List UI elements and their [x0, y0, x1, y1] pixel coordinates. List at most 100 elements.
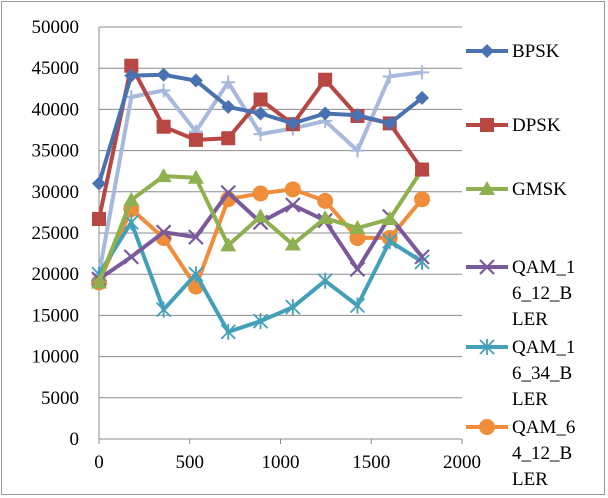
data-point [414, 249, 430, 265]
data-point [124, 68, 139, 83]
legend-label: 6_34_B [512, 363, 572, 384]
data-point [188, 229, 204, 245]
legend-label: QAM_1 [512, 257, 575, 278]
series-gmsk [91, 161, 431, 289]
legend-label: QAM_6 [512, 417, 575, 438]
x-tick-label: 2000 [443, 452, 481, 473]
y-tick-label: 10000 [32, 347, 80, 368]
data-point [285, 299, 301, 316]
data-point [382, 233, 398, 250]
data-point [124, 58, 139, 73]
data-point [155, 224, 172, 240]
legend-label: LER [512, 389, 548, 410]
data-point [123, 214, 139, 231]
data-point [415, 162, 430, 177]
data-point [284, 236, 301, 251]
data-point [156, 119, 171, 134]
data-point [317, 272, 333, 289]
y-tick-label: 25000 [32, 223, 80, 244]
legend-label: 4_12_B [512, 443, 572, 464]
y-tick-label: 30000 [32, 182, 80, 203]
data-point [318, 106, 333, 121]
y-tick-label: 45000 [32, 58, 80, 79]
data-point [350, 108, 365, 123]
legend-item: QAM_1 6_34_B LER [466, 337, 575, 410]
data-point [221, 75, 236, 90]
x-tick-label: 500 [176, 452, 205, 473]
data-point [92, 211, 106, 226]
data-point [123, 192, 140, 207]
data-point [285, 116, 300, 131]
legend-item: QAM_6 4_12_B LER [466, 417, 575, 490]
data-point [480, 118, 494, 132]
data-point [155, 168, 172, 183]
y-tick-label: 50000 [32, 17, 80, 38]
x-tick-label: 0 [94, 452, 104, 473]
data-point [479, 339, 495, 355]
legend-item: BPSK [466, 41, 560, 62]
series-bpsk [92, 67, 430, 191]
y-tick-label: 5000 [41, 388, 79, 409]
data-point [479, 181, 495, 195]
data-point [187, 169, 204, 184]
legend-label: 6_12_B [512, 283, 572, 304]
data-point [188, 73, 203, 88]
data-point [318, 72, 333, 87]
grid [99, 26, 462, 399]
legend-item: QAM_1 6_12_B LER [466, 257, 575, 330]
data-point [381, 210, 398, 225]
series-qam-64-12-bler [91, 181, 431, 295]
data-point [285, 197, 301, 213]
legend-label: LER [512, 469, 548, 490]
data-point [349, 220, 366, 235]
data-point [220, 184, 237, 201]
data-point [415, 90, 430, 105]
x-tick-label: 1500 [352, 452, 390, 473]
legend-label: QAM_1 [512, 337, 575, 358]
data-point [317, 210, 334, 225]
data-point [479, 259, 495, 275]
data-point [221, 131, 236, 146]
data-point [221, 99, 236, 114]
data-point [480, 44, 494, 58]
data-point [252, 313, 269, 330]
data-point [284, 181, 301, 198]
data-point [317, 192, 334, 209]
data-point [188, 266, 204, 283]
legend-item: DPSK [466, 115, 561, 136]
y-tick-label: 40000 [32, 99, 80, 120]
data-point [91, 274, 107, 289]
x-tick-label: 1000 [262, 452, 300, 473]
legend-label: BPSK [512, 41, 560, 62]
y-tick-label: 0 [70, 429, 80, 450]
data-point [414, 191, 431, 208]
data-point [156, 67, 171, 82]
data-point [349, 297, 366, 314]
data-point [220, 237, 237, 252]
data-point [252, 185, 269, 202]
data-point [382, 69, 397, 84]
y-tick-label: 20000 [32, 264, 80, 285]
data-point [155, 301, 172, 318]
legend-label: DPSK [512, 115, 561, 136]
legend-label: LER [512, 309, 548, 330]
data-point [252, 208, 269, 223]
data-point [382, 116, 397, 131]
axes: 0500010000150002000025000300003500040000… [32, 17, 482, 473]
data-point [220, 323, 236, 340]
series-qam-16-34-bler [91, 214, 430, 340]
data-point [253, 92, 268, 107]
legend-label: GMSK [512, 179, 567, 200]
data-point [415, 65, 430, 80]
data-point [350, 143, 365, 158]
data-point [92, 176, 106, 191]
y-tick-label: 15000 [32, 305, 80, 326]
data-point [123, 249, 140, 265]
series-group [91, 58, 431, 340]
legend-item: GMSK [466, 179, 567, 200]
y-tick-label: 35000 [32, 141, 80, 162]
data-point [156, 83, 171, 98]
data-point [188, 132, 203, 147]
